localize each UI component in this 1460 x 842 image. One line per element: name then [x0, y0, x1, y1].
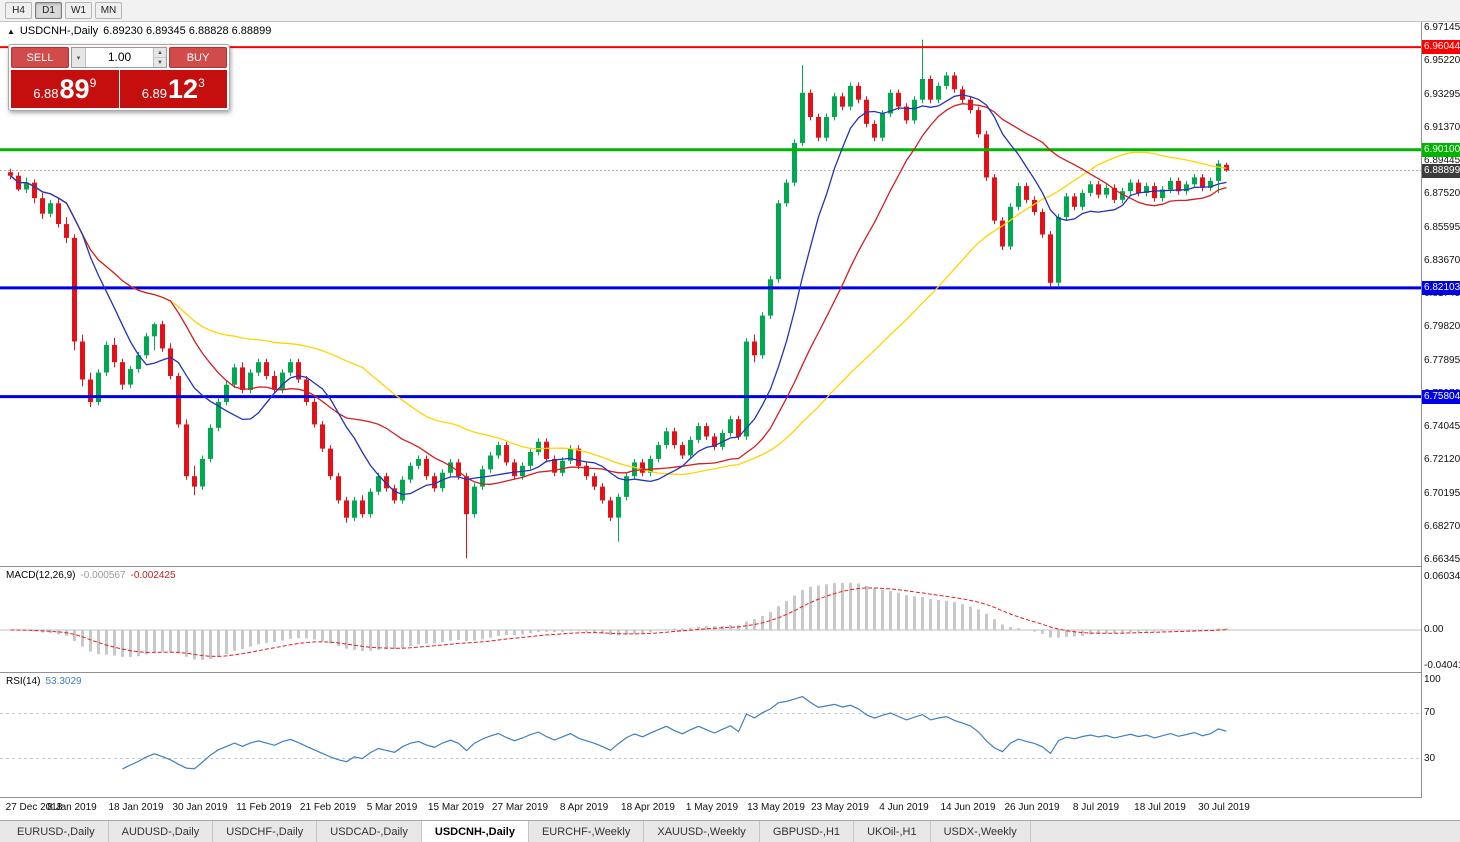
volume-up-icon[interactable]: ▲: [154, 48, 166, 58]
price-axis-tick: 6.74045: [1424, 421, 1460, 433]
buy-button[interactable]: BUY: [169, 47, 227, 68]
price-axis-badge: 6.96044: [1422, 40, 1460, 55]
chart-tab-xauusd-weekly[interactable]: XAUUSD-,Weekly: [644, 821, 760, 842]
rsi-axis-label: 30: [1424, 752, 1436, 764]
date-axis-label: 8 Jul 2019: [1072, 802, 1120, 813]
date-axis-label: 5 Mar 2019: [366, 802, 418, 813]
timeframe-button-d1[interactable]: D1: [35, 2, 62, 19]
chart-tab-eurusd-daily[interactable]: EURUSD-,Daily: [4, 821, 109, 842]
collapse-panel-icon[interactable]: ▲: [7, 26, 15, 36]
price-axis-badge: 6.88899: [1422, 163, 1460, 178]
macd-axis-label: 0.00: [1424, 623, 1444, 635]
date-axis-label: 18 Jul 2019: [1134, 802, 1186, 813]
volume-down-icon[interactable]: ▼: [154, 58, 166, 67]
rsi-name: RSI(14): [6, 676, 41, 687]
date-axis-label: 8 Jan 2019: [47, 802, 97, 813]
sell-button[interactable]: SELL: [11, 47, 69, 68]
volume-input[interactable]: 1.00: [107, 50, 132, 64]
timeframe-button-h4[interactable]: H4: [5, 2, 32, 19]
trade-price-row: 6.88 89 9 6.89 12 3: [11, 70, 227, 108]
date-axis-label: 23 May 2019: [811, 802, 869, 813]
price-axis-tick: 6.87520: [1424, 188, 1460, 200]
rsi-indicator-label: RSI(14) 53.3029: [6, 676, 82, 687]
price-axis-tick: 6.91370: [1424, 121, 1460, 133]
symbol-label: USDCNH-,Daily: [19, 25, 99, 37]
buy-price-sup: 3: [198, 76, 205, 90]
date-axis-label: 11 Feb 2019: [236, 802, 292, 813]
chart-tab-usdcnh-daily[interactable]: USDCNH-,Daily: [421, 821, 529, 842]
date-axis-label: 4 Jun 2019: [879, 802, 929, 813]
price-axis-tick: 6.70195: [1424, 487, 1460, 499]
price-axis-tick: 6.83670: [1424, 254, 1460, 266]
date-axis-label: 30 Jul 2019: [1198, 802, 1250, 813]
price-axis-tick: 6.95220: [1424, 55, 1460, 67]
chart-tab-eurchf-weekly[interactable]: EURCHF-,Weekly: [528, 821, 645, 842]
chart-tab-audusd-daily[interactable]: AUDUSD-,Daily: [108, 821, 214, 842]
volume-dropdown-icon[interactable]: ▾: [72, 48, 86, 67]
date-axis-label: 8 Apr 2019: [559, 802, 609, 813]
date-axis-label: 27 Dec 2018: [5, 802, 63, 813]
chart-tab-ukoil-h1[interactable]: UKOil-,H1: [854, 821, 931, 842]
date-axis-label: 18 Jan 2019: [108, 802, 164, 813]
rsi-axis-label: 100: [1424, 673, 1441, 685]
trade-controls-row: SELL ▾ 1.00 ▲ ▼ BUY: [11, 47, 227, 68]
date-axis-label: 13 May 2019: [747, 802, 805, 813]
chart-title: ▲ USDCNH-,Daily 6.89230 6.89345 6.88828 …: [7, 25, 271, 37]
timeframe-toolbar: H4 D1 W1 MN: [0, 0, 1460, 22]
price-axis[interactable]: 6.97145 6.95220 6.93295 6.91370 6.89445 6.875…: [1422, 0, 1460, 820]
date-axis-label: 1 May 2019: [685, 802, 739, 813]
volume-stepper: ▲ ▼: [153, 48, 166, 67]
buy-price-base: 6.89: [141, 85, 168, 101]
date-axis-label: 21 Feb 2019: [299, 802, 357, 813]
sell-price-base: 6.88: [33, 85, 59, 101]
date-axis-label: 26 Jun 2019: [1004, 802, 1060, 813]
price-axis-tick: 6.93295: [1424, 88, 1460, 100]
timeframe-button-group: H4 D1 W1 MN: [5, 2, 122, 19]
price-axis-tick: 6.77895: [1424, 354, 1460, 366]
rsi-value: 53.3029: [45, 676, 82, 687]
macd-axis-label: 0.060342: [1424, 570, 1460, 582]
rsi-axis-label: 70: [1424, 707, 1436, 719]
volume-input-group: ▾ 1.00 ▲ ▼: [71, 47, 167, 68]
price-axis-tick: 6.66345: [1424, 554, 1460, 566]
chart-tab-gbpusd-h1[interactable]: GBPUSD-,H1: [759, 821, 855, 842]
chart-canvas[interactable]: [0, 0, 1460, 822]
macd-name: MACD(12,26,9): [6, 570, 76, 581]
buy-price-big: 12: [168, 73, 199, 104]
chart-tab-usdchf-daily[interactable]: USDCHF-,Daily: [213, 821, 318, 842]
date-axis-label: 27 Mar 2019: [491, 802, 549, 813]
price-axis-tick: 6.79820: [1424, 321, 1460, 333]
chart-tab-bar: EURUSD-,Daily AUDUSD-,Daily USDCHF-,Daily U…: [0, 820, 1460, 842]
macd-value-main: -0.000567: [80, 570, 126, 581]
ohlc-values: 6.89230 6.89345 6.88828 6.88899: [103, 25, 272, 37]
chart-tab-usdx-weekly[interactable]: USDX-,Weekly: [930, 821, 1031, 842]
date-axis-label: 18 Apr 2019: [621, 802, 675, 813]
date-axis-label: 30 Jan 2019: [172, 802, 228, 813]
macd-value-signal: -0.002425: [130, 570, 176, 581]
one-click-trading-panel: SELL ▾ 1.00 ▲ ▼ BUY 6.88 89 9 6.89 12 3: [8, 44, 230, 111]
price-axis-tick: 6.68270: [1424, 520, 1460, 532]
price-axis-tick: 6.97145: [1424, 22, 1460, 34]
price-axis-tick: 6.85595: [1424, 221, 1460, 233]
date-axis-label: 14 Jun 2019: [940, 802, 996, 813]
macd-axis-label: -0.040411: [1424, 659, 1460, 671]
sell-price-big: 89: [59, 73, 90, 104]
timeframe-button-mn[interactable]: MN: [95, 2, 122, 19]
timeframe-button-w1[interactable]: W1: [65, 2, 92, 19]
price-axis-tick: 6.89445: [1424, 155, 1460, 167]
chart-tab-usdcad-daily[interactable]: USDCAD-,Daily: [317, 821, 422, 842]
date-axis-label: 15 Mar 2019: [427, 802, 485, 813]
macd-indicator-label: MACD(12,26,9) -0.000567 -0.002425: [6, 570, 176, 581]
sell-price-sup: 9: [89, 76, 97, 90]
price-axis-badge: 6.75804: [1422, 389, 1460, 404]
sell-price-tile[interactable]: 6.88 89 9: [11, 70, 119, 108]
date-axis[interactable]: 27 Dec 2018 8 Jan 2019 18 Jan 2019 30 Jan 2…: [0, 798, 1421, 820]
price-axis-tick: 6.72120: [1424, 454, 1460, 466]
buy-price-tile[interactable]: 6.89 12 3: [119, 70, 227, 108]
price-axis-badge: 6.90100: [1422, 142, 1460, 157]
price-axis-badge: 6.82103: [1422, 280, 1460, 295]
